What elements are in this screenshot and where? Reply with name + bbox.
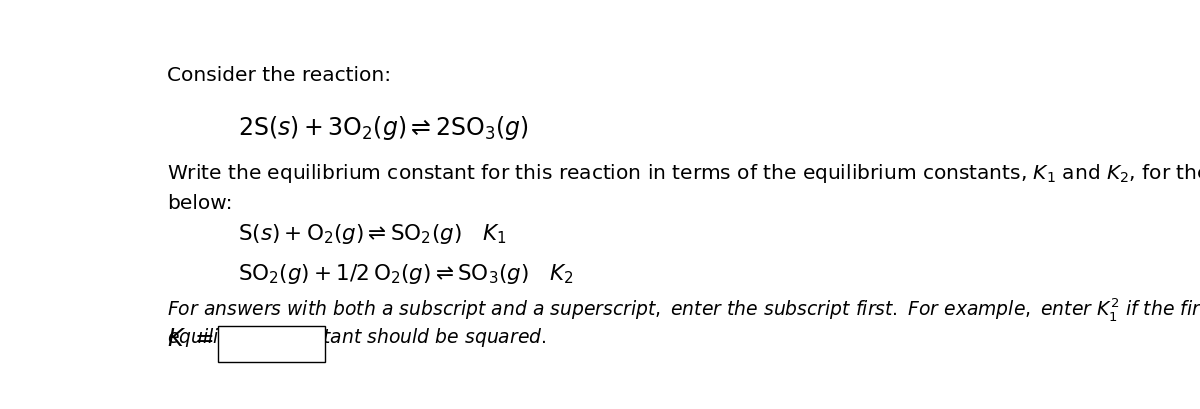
Text: $\mathrm{S}(s) + \mathrm{O}_2(g) \rightleftharpoons \mathrm{SO}_2(g)\quad K_1$: $\mathrm{S}(s) + \mathrm{O}_2(g) \rightl… <box>239 222 508 246</box>
Text: $K\ =$: $K\ =$ <box>167 328 214 351</box>
Text: Write the equilibrium constant for this reaction in terms of the equilibrium con: Write the equilibrium constant for this … <box>167 162 1200 185</box>
Text: below:: below: <box>167 194 233 213</box>
Text: $\mathrm{SO}_2(g) + 1/2\,\mathrm{O}_2(g) \rightleftharpoons \mathrm{SO}_3(g)\qua: $\mathrm{SO}_2(g) + 1/2\,\mathrm{O}_2(g)… <box>239 262 574 285</box>
Text: $\mathit{equilibrium\ constant\ should\ be\ squared.}$: $\mathit{equilibrium\ constant\ should\ … <box>167 326 546 349</box>
Text: $2\mathrm{S}(s) + 3\mathrm{O}_2(g) \rightleftharpoons 2\mathrm{SO}_3(g)$: $2\mathrm{S}(s) + 3\mathrm{O}_2(g) \righ… <box>239 114 529 142</box>
FancyBboxPatch shape <box>218 326 325 362</box>
Text: $\mathit{For\ answers\ with\ both\ a\ subscript\ and\ a\ superscript,\ enter\ th: $\mathit{For\ answers\ with\ both\ a\ su… <box>167 296 1200 323</box>
Text: Consider the reaction:: Consider the reaction: <box>167 66 391 85</box>
